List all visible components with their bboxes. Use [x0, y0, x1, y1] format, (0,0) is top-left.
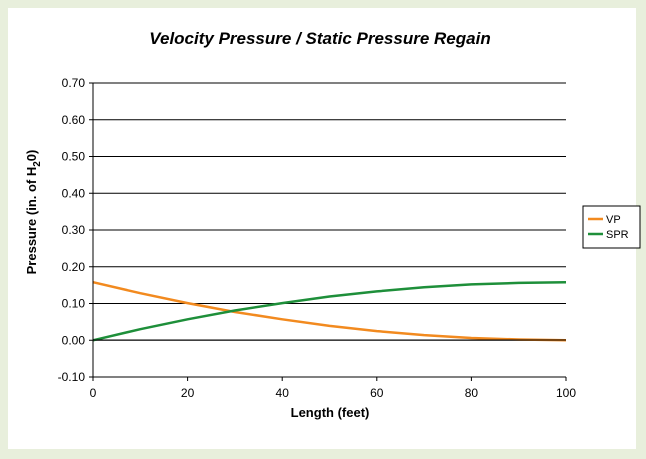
x-tick-label: 0	[90, 386, 97, 400]
x-tick-label: 60	[370, 386, 384, 400]
y-axis-label-tail: 0)	[24, 150, 39, 162]
x-axis-label: Length (feet)	[291, 405, 370, 420]
x-tick-label: 80	[465, 386, 479, 400]
x-tick-labels: 0 20 40 60 80 100	[90, 377, 576, 400]
y-tick-label: 0.20	[62, 260, 86, 274]
y-tick-label: 0.10	[62, 297, 86, 311]
y-tick-label: 0.00	[62, 333, 86, 347]
y-axis-label-main: Pressure (in. of H	[24, 167, 39, 275]
series-lines	[92, 280, 567, 342]
y-tick-label: 0.40	[62, 186, 86, 200]
y-tick-label: 0.70	[62, 76, 86, 90]
x-tick-label: 100	[556, 386, 576, 400]
y-axis-label: Pressure (in. of H20)	[24, 150, 43, 275]
gridlines	[89, 82, 566, 378]
chart-title: Velocity Pressure / Static Pressure Rega…	[149, 29, 490, 48]
y-tick-label: 0.50	[62, 150, 86, 164]
legend-label-spr: SPR	[606, 229, 629, 241]
legend-box	[582, 205, 641, 249]
y-tick-labels: 0.70 0.60 0.50 0.40 0.30 0.20 0.10 0.00 -0.10	[58, 76, 86, 384]
y-axis-label-subscript: 2	[32, 161, 43, 167]
y-tick-label: 0.30	[62, 223, 86, 237]
legend-label-vp: VP	[606, 214, 621, 226]
y-tick-label: 0.60	[62, 113, 86, 127]
series-line-spr	[92, 280, 567, 342]
y-tick-label: -0.10	[58, 370, 86, 384]
series-line-vp	[92, 280, 567, 342]
x-tick-label: 20	[181, 386, 195, 400]
legend: VP SPR	[582, 205, 641, 249]
x-tick-label: 40	[276, 386, 290, 400]
